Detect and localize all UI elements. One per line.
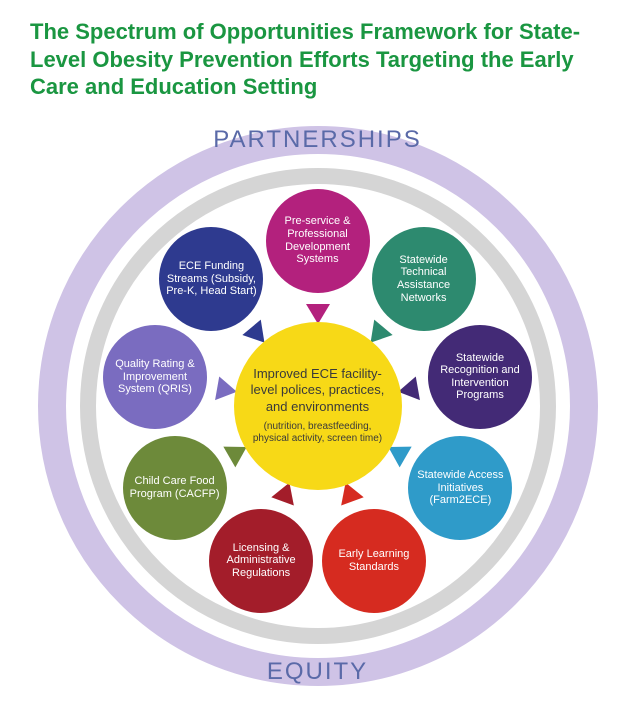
spoke-node: Statewide Access Initiatives (Farm2ECE) [408, 436, 512, 540]
spoke-node-label: Statewide Access Initiatives (Farm2ECE) [414, 469, 506, 507]
ring-label-top: PARTNERSHIPS [33, 126, 603, 154]
spoke-node-label: Statewide Recognition and Intervention P… [434, 352, 526, 403]
page-title: The Spectrum of Opportunities Framework … [0, 0, 635, 111]
spoke-node-label: Quality Rating & Improvement System (QRI… [109, 358, 201, 396]
spoke-node-label: ECE Funding Streams (Subsidy, Pre-K, Hea… [165, 260, 257, 298]
spoke-node: ECE Funding Streams (Subsidy, Pre-K, Hea… [159, 227, 263, 331]
spoke-node: Early Learning Standards [322, 509, 426, 613]
spoke-node: Statewide Technical Assistance Networks [372, 227, 476, 331]
framework-diagram: PARTNERSHIPS Pre-service & Professional … [33, 121, 603, 691]
spoke-node-label: Pre-service & Professional Development S… [272, 215, 364, 266]
spoke-node: Quality Rating & Improvement System (QRI… [103, 325, 207, 429]
spoke-node-label: Licensing & Administrative Regulations [215, 542, 307, 580]
spoke-node: Statewide Recognition and Intervention P… [428, 325, 532, 429]
spoke-node-label: Early Learning Standards [328, 548, 420, 573]
spoke-node-label: Statewide Technical Assistance Networks [378, 254, 470, 305]
spoke-node: Licensing & Administrative Regulations [209, 509, 313, 613]
spoke-arrow [306, 304, 330, 324]
center-main-text: Improved ECE facility-level polices, pra… [246, 366, 390, 415]
center-hub: Improved ECE facility-level polices, pra… [234, 322, 402, 490]
spoke-node: Child Care Food Program (CACFP) [123, 436, 227, 540]
spoke-node: Pre-service & Professional Development S… [266, 189, 370, 293]
center-sub-text: (nutrition, breastfeeding, physical acti… [246, 421, 390, 445]
ring-label-bottom: EQUITY [33, 658, 603, 686]
spoke-node-label: Child Care Food Program (CACFP) [129, 475, 221, 500]
